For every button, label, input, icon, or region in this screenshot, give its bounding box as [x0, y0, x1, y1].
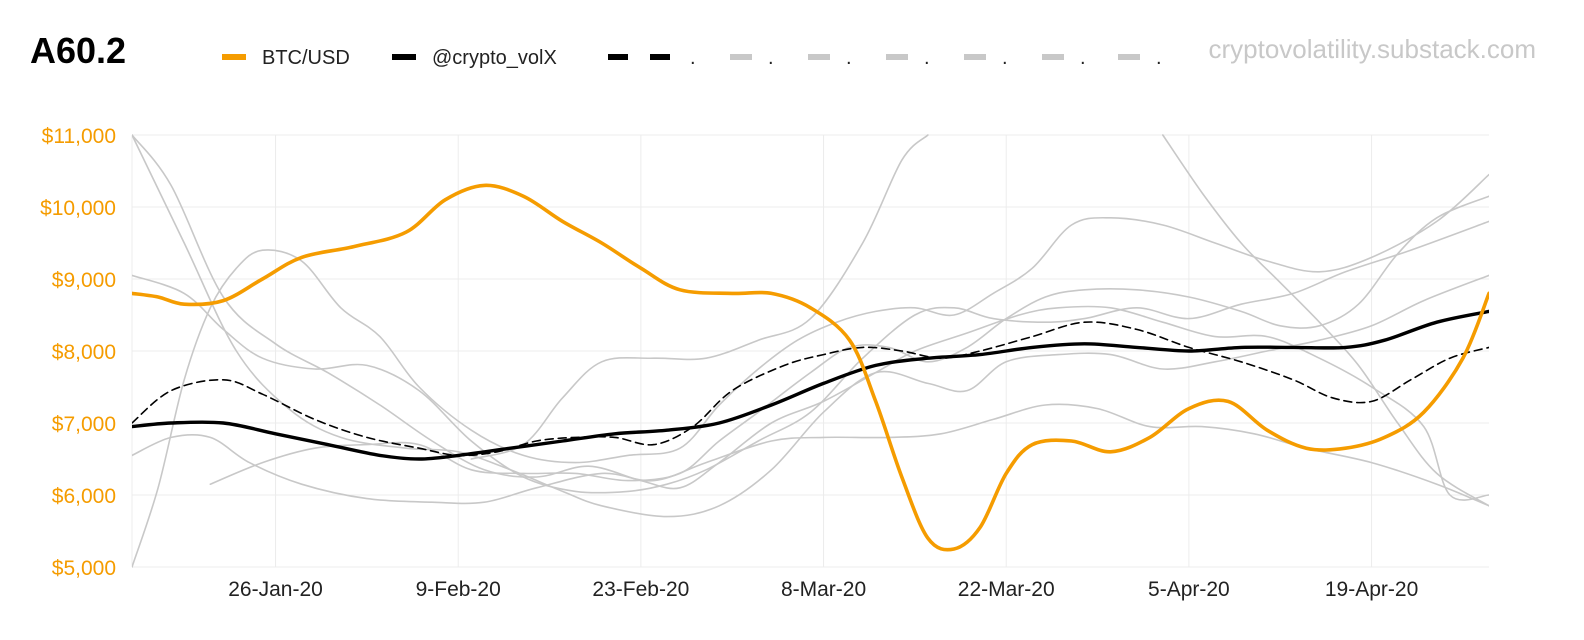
legend-label-grey: . — [1156, 47, 1162, 69]
series-line-grey-6 — [132, 173, 1489, 568]
y-tick-label: $7,000 — [52, 413, 116, 436]
legend-label-grey: . — [846, 47, 852, 69]
legend-label-dashed-black: . — [690, 47, 696, 69]
y-tick-label: $11,000 — [42, 125, 116, 148]
y-tick-label: $10,000 — [40, 197, 116, 220]
x-tick-label: 8-Mar-20 — [781, 578, 866, 601]
series-line-grey-1 — [132, 134, 1489, 518]
x-tick-label: 26-Jan-20 — [228, 578, 323, 601]
legend-label-grey: . — [1002, 47, 1008, 69]
watermark: cryptovolatility.substack.com — [1208, 34, 1536, 64]
x-tick-label: 9-Feb-20 — [416, 578, 501, 601]
y-tick-label: $5,000 — [52, 557, 116, 580]
legend: BTC/USD @crypto_volX . . . . . . . — [222, 47, 1162, 69]
grid — [131, 134, 1489, 568]
legend-label-grey: . — [1080, 47, 1086, 69]
chart-title: A60.2 — [30, 30, 126, 71]
series-line-dashed-black — [132, 321, 1489, 457]
legend-label-volx: @crypto_volX — [432, 47, 557, 69]
legend-label-btc: BTC/USD — [262, 47, 350, 69]
series-line-btc-usd — [132, 183, 1489, 552]
x-tick-label: 23-Feb-20 — [592, 578, 689, 601]
series-line-grey-3 — [132, 134, 1489, 501]
y-axis: $11,000 $10,000 $9,000 $8,000 $7,000 $6,000 $5… — [40, 125, 116, 580]
y-tick-label: $8,000 — [52, 341, 116, 364]
series-line-grey-8 — [1162, 134, 1489, 507]
series-line--crypto-volx — [132, 309, 1489, 461]
x-tick-label: 5-Apr-20 — [1148, 578, 1230, 601]
y-tick-label: $9,000 — [52, 269, 116, 292]
legend-label-grey: . — [768, 47, 774, 69]
x-tick-label: 19-Apr-20 — [1325, 578, 1418, 601]
x-axis: 26-Jan-20 9-Feb-20 23-Feb-20 8-Mar-20 22-Mar… — [228, 578, 1418, 601]
y-tick-label: $6,000 — [52, 485, 116, 508]
x-tick-label: 22-Mar-20 — [958, 578, 1055, 601]
series-line-grey-7 — [470, 134, 929, 460]
series-line-grey-5 — [209, 195, 1489, 485]
legend-label-grey: . — [924, 47, 930, 69]
series-line-grey-4 — [132, 403, 1489, 507]
series-layer — [132, 134, 1489, 568]
